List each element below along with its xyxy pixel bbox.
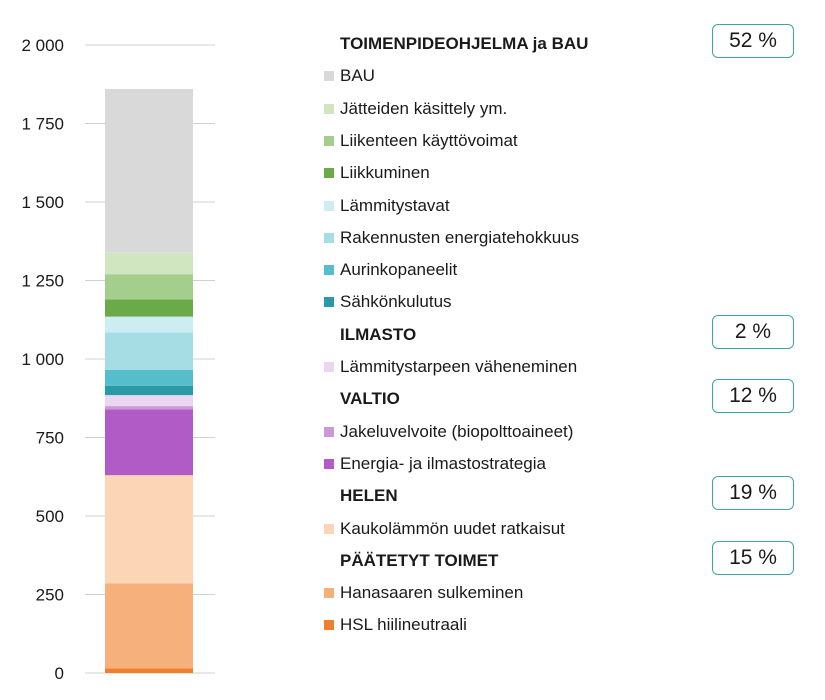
legend-label: Liikkuminen <box>340 163 430 183</box>
legend-group-title: TOIMENPIDEOHJELMA ja BAU <box>340 34 589 53</box>
group-percent-badge: 15 % <box>712 540 794 575</box>
legend-item: Liikkuminen <box>324 163 430 183</box>
bar-segment-0 <box>105 668 193 673</box>
legend-group-title: PÄÄTETYT TOIMET <box>340 550 499 570</box>
legend-item: Jätteiden käsittely ym. <box>324 99 507 119</box>
bar-segment-13 <box>105 88 193 253</box>
legend-swatch <box>324 103 334 114</box>
legend-item: Lämmitystarpeen väheneminen <box>324 357 577 377</box>
legend-item: HSL hiilineutraali <box>324 615 467 635</box>
legend-item: BAU <box>324 66 375 86</box>
legend-label: BAU <box>340 66 375 86</box>
legend-swatch <box>324 362 334 372</box>
y-tick-label: 750 <box>36 429 64 448</box>
legend-swatch <box>324 200 334 211</box>
legend-swatch <box>324 588 334 599</box>
legend-label: Liikenteen käyttövoimat <box>340 130 518 150</box>
group-percent-badge: 2 % <box>712 314 794 349</box>
legend-swatch <box>324 265 334 276</box>
legend-label: Energia- ja ilmastostrategia <box>340 453 546 473</box>
legend-label: Rakennusten energiatehokkuus <box>340 227 580 247</box>
legend-swatch <box>324 135 334 146</box>
group-percent-badge: 19 % <box>712 476 794 511</box>
group-percent-badge: 52 % <box>712 24 794 58</box>
legend-group-title: VALTIO <box>340 389 400 409</box>
legend-swatch <box>324 620 334 631</box>
legend-label: HSL hiilineutraali <box>340 615 467 635</box>
bar-segment-12 <box>105 252 193 275</box>
y-tick-label: 250 <box>36 586 64 605</box>
legend-swatch <box>324 232 334 243</box>
legend-item: Hanasaaren sulkeminen <box>324 583 523 603</box>
y-tick-label: 1 250 <box>21 272 64 291</box>
bar-segment-2 <box>105 475 193 584</box>
legend-group-title: HELEN <box>340 486 398 506</box>
legend-item: Energia- ja ilmastostrategia <box>324 454 546 474</box>
legend-label: Hanasaaren sulkeminen <box>340 583 524 603</box>
legend-swatch <box>324 426 334 437</box>
y-axis-tick-labels: 0 250 500 750 1 000 1 250 1 500 1 750 2 000 <box>21 36 64 683</box>
y-tick-label: 1 750 <box>21 115 64 134</box>
legend-swatch <box>324 168 334 179</box>
bar-segment-6 <box>105 385 193 396</box>
legend-item: Kaukolämmön uudet ratkaisut <box>324 519 565 539</box>
y-tick-label: 0 <box>55 664 64 683</box>
bar-segment-11 <box>105 274 193 300</box>
legend-group-title: ILMASTO <box>340 324 417 344</box>
legend-label: Lämmitystarpeen väheneminen <box>340 357 578 376</box>
y-tick-label: 1 500 <box>21 193 64 212</box>
legend-label: Jätteiden käsittely ym. <box>340 98 508 118</box>
bar-segment-7 <box>105 369 193 386</box>
y-tick-label: 500 <box>36 507 64 526</box>
legend-label: Kaukolämmön uudet ratkaisut <box>340 518 565 538</box>
bar-segment-8 <box>105 332 193 370</box>
legend-swatch <box>324 297 334 308</box>
legend-item: Liikenteen käyttövoimat <box>324 131 518 151</box>
legend-label: Jakeluvelvoite (biopolttoaineet) <box>340 421 574 441</box>
y-tick-label: 2 000 <box>21 36 64 55</box>
bar-segment-5 <box>105 395 193 407</box>
legend-label: Lämmitystavat <box>340 195 450 215</box>
stacked-bar <box>105 88 193 673</box>
bar-segment-4 <box>105 406 193 410</box>
legend-label: Aurinkopaneelit <box>340 260 458 280</box>
legend-swatch <box>324 458 334 469</box>
legend-swatch <box>324 71 334 82</box>
bar-segment-1 <box>105 583 193 669</box>
bar-segment-3 <box>105 409 193 476</box>
y-tick-label: 1 000 <box>21 350 64 369</box>
legend-item: Lämmitystavat <box>324 196 450 216</box>
legend-swatch <box>324 523 334 534</box>
legend-item: Rakennusten energiatehokkuus <box>324 228 579 248</box>
legend-label: Sähkönkulutus <box>340 292 452 312</box>
group-percent-badge: 12 % <box>712 379 794 414</box>
bar-segment-9 <box>105 316 193 333</box>
legend-item: Aurinkopaneelit <box>324 260 457 280</box>
bar-segment-10 <box>105 299 193 317</box>
legend-item: Sähkönkulutus <box>324 292 452 312</box>
legend-item: Jakeluvelvoite (biopolttoaineet) <box>324 422 573 442</box>
